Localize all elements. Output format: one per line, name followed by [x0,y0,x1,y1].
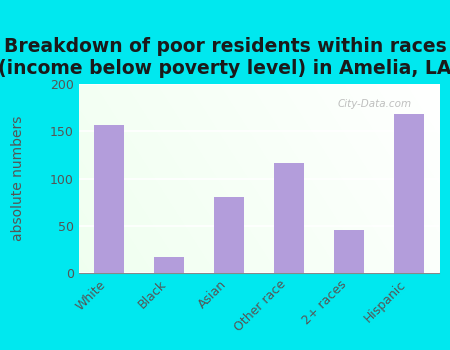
Text: absolute numbers: absolute numbers [11,116,25,241]
Bar [94,125,124,273]
Bar [214,197,244,273]
Text: Breakdown of poor residents within races
(income below poverty level) in Amelia,: Breakdown of poor residents within races… [0,37,450,78]
Bar [334,230,364,273]
Bar [274,163,304,273]
Text: City-Data.com: City-Data.com [338,99,412,109]
Bar [154,257,184,273]
Bar [394,114,424,273]
